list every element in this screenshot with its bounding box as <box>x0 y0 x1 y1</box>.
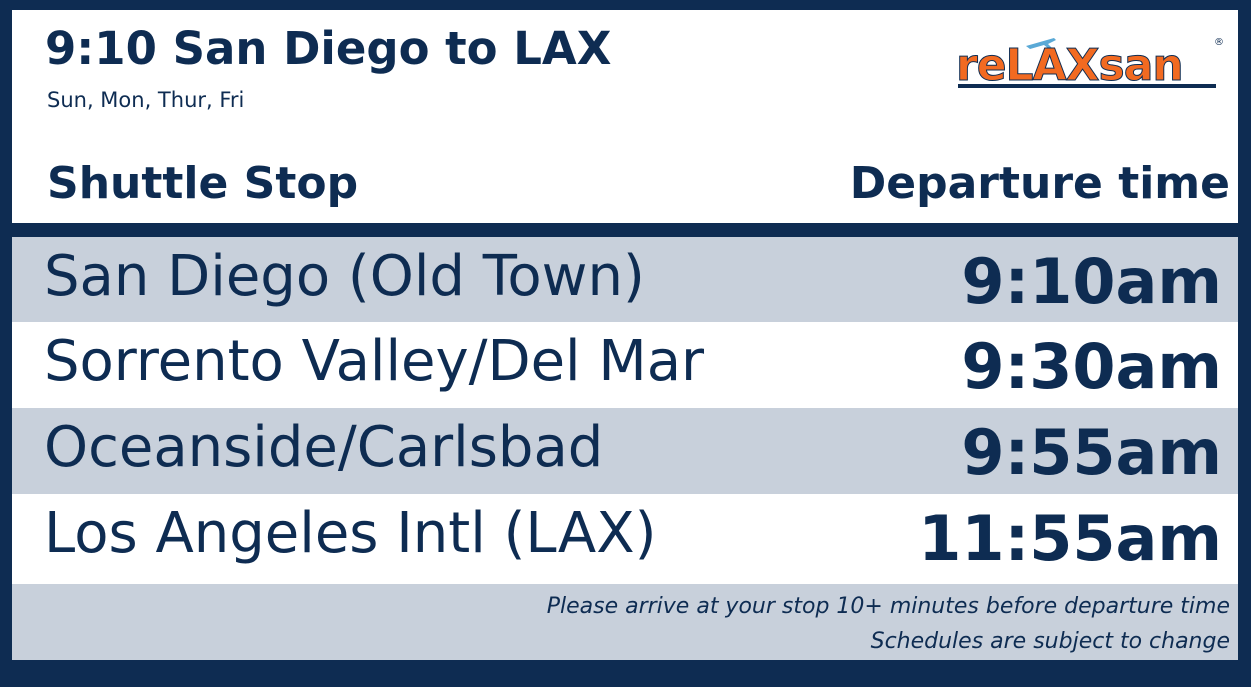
column-header: Shuttle Stop <box>47 158 359 209</box>
logo-text: reLAXsan <box>956 40 1185 91</box>
departure-time: 9:10am <box>961 245 1222 318</box>
departure-time: 11:55am <box>918 502 1222 575</box>
logo-underline <box>958 84 1216 88</box>
table-row: Oceanside/Carlsbad 9:55am <box>12 408 1238 494</box>
footer: Please arrive at your stop 10+ minutes b… <box>12 584 1238 660</box>
footer-note: Schedules are subject to change <box>870 629 1230 654</box>
table-row: Los Angeles Intl (LAX) 11:55am <box>12 494 1238 584</box>
stop-name: San Diego (Old Town) <box>44 244 645 309</box>
title: 9:10 San Diego to LAX <box>45 22 612 75</box>
stop-name: Oceanside/Carlsbad <box>44 415 604 480</box>
stop-name: Sorrento Valley/Del Mar <box>44 329 705 394</box>
table-row: San Diego (Old Town) 9:10am <box>12 237 1238 322</box>
logo-registered: ® <box>1214 37 1224 48</box>
departure-time: 9:55am <box>961 416 1222 489</box>
header-panel: 9:10 San Diego to LAX Sun, Mon, Thur, Fr… <box>12 10 1238 223</box>
departure-time: 9:30am <box>961 330 1222 403</box>
stop-name: Los Angeles Intl (LAX) <box>44 501 657 566</box>
subtitle: Sun, Mon, Thur, Fri <box>47 88 245 112</box>
plane-icon <box>1026 38 1056 49</box>
footer-note: Please arrive at your stop 10+ minutes b… <box>546 594 1230 619</box>
column-header: Departure time <box>849 158 1230 209</box>
logo-graphic <box>958 38 1216 88</box>
table-row: Sorrento Valley/Del Mar 9:30am <box>12 322 1238 408</box>
